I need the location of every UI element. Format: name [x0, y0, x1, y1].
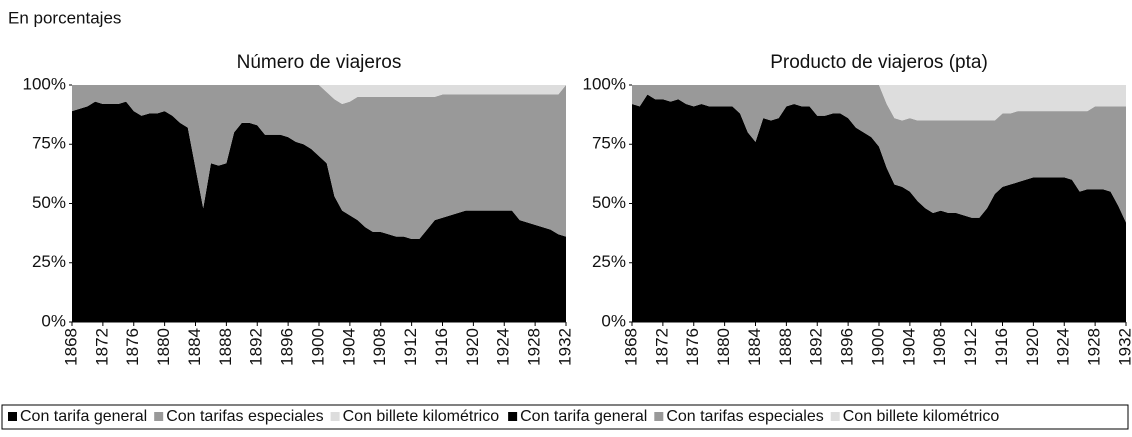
y-tick-label: 0% [41, 311, 66, 330]
x-tick-label: 1868 [621, 328, 640, 366]
y-tick-label: 50% [592, 193, 626, 212]
x-tick-label: 1920 [1023, 328, 1042, 366]
x-tick-label: 1932 [1115, 328, 1132, 366]
x-tick-label: 1912 [961, 328, 980, 366]
x-tick-label: 1888 [776, 328, 795, 366]
x-tick-label: 1896 [278, 328, 297, 366]
x-tick-label: 1900 [868, 328, 887, 366]
legend-label: Con billete kilométrico [343, 408, 500, 425]
y-tick-label: 25% [32, 252, 66, 271]
y-tick-label: 100% [583, 74, 626, 93]
legend-label: Con billete kilométrico [843, 408, 1000, 425]
x-tick-label: 1924 [1054, 328, 1073, 366]
legend-swatch [330, 412, 340, 421]
y-tick-label: 75% [32, 134, 66, 153]
x-tick-label: 1908 [370, 328, 389, 366]
legend-swatch [508, 412, 518, 421]
x-tick-label: 1884 [745, 328, 764, 366]
x-tick-label: 1932 [555, 328, 574, 366]
x-tick-label: 1908 [930, 328, 949, 366]
y-tick-label: 100% [23, 74, 66, 93]
x-tick-label: 1912 [401, 328, 420, 366]
legend-swatch [830, 412, 840, 421]
x-tick-label: 1928 [1085, 328, 1104, 366]
x-tick-label: 1880 [714, 328, 733, 366]
x-tick-label: 1892 [807, 328, 826, 366]
x-tick-label: 1916 [992, 328, 1011, 366]
x-tick-label: 1880 [154, 328, 173, 366]
chart-title: Número de viajeros [237, 52, 402, 73]
x-tick-label: 1872 [92, 328, 111, 366]
area [72, 101, 566, 322]
x-tick-label: 1924 [494, 328, 513, 366]
legend-label: Con tarifa general [20, 408, 147, 425]
x-tick-label: 1928 [525, 328, 544, 366]
x-tick-label: 1904 [339, 328, 358, 366]
header-title: En porcentajes [8, 8, 121, 27]
y-tick-label: 50% [32, 193, 66, 212]
legend-swatch [654, 412, 664, 421]
legend-swatch [154, 412, 164, 421]
area [632, 85, 1126, 223]
legend-label: Con tarifas especiales [166, 408, 323, 425]
x-tick-label: 1884 [185, 328, 204, 366]
x-tick-label: 1896 [838, 328, 857, 366]
x-tick-label: 1868 [61, 328, 80, 366]
x-tick-label: 1892 [247, 328, 266, 366]
area [632, 85, 1126, 121]
x-tick-label: 1872 [652, 328, 671, 366]
legend-label: Con tarifas especiales [666, 408, 823, 425]
legend-frame [1, 404, 1129, 430]
y-tick-label: 25% [592, 252, 626, 271]
y-tick-label: 75% [592, 134, 626, 153]
x-tick-label: 1876 [683, 328, 702, 366]
x-tick-label: 1904 [899, 328, 918, 366]
chart-title: Producto de viajeros (pta) [770, 52, 988, 73]
x-tick-label: 1888 [216, 328, 235, 366]
area [72, 85, 566, 104]
x-tick-label: 1920 [463, 328, 482, 366]
legend-swatch [8, 412, 17, 421]
legend-label: Con tarifa general [520, 408, 647, 425]
area [72, 85, 566, 240]
x-tick-label: 1876 [123, 328, 142, 366]
x-tick-label: 1916 [432, 328, 451, 366]
x-tick-label: 1900 [308, 328, 327, 366]
y-tick-label: 0% [601, 311, 626, 330]
area [632, 94, 1126, 322]
